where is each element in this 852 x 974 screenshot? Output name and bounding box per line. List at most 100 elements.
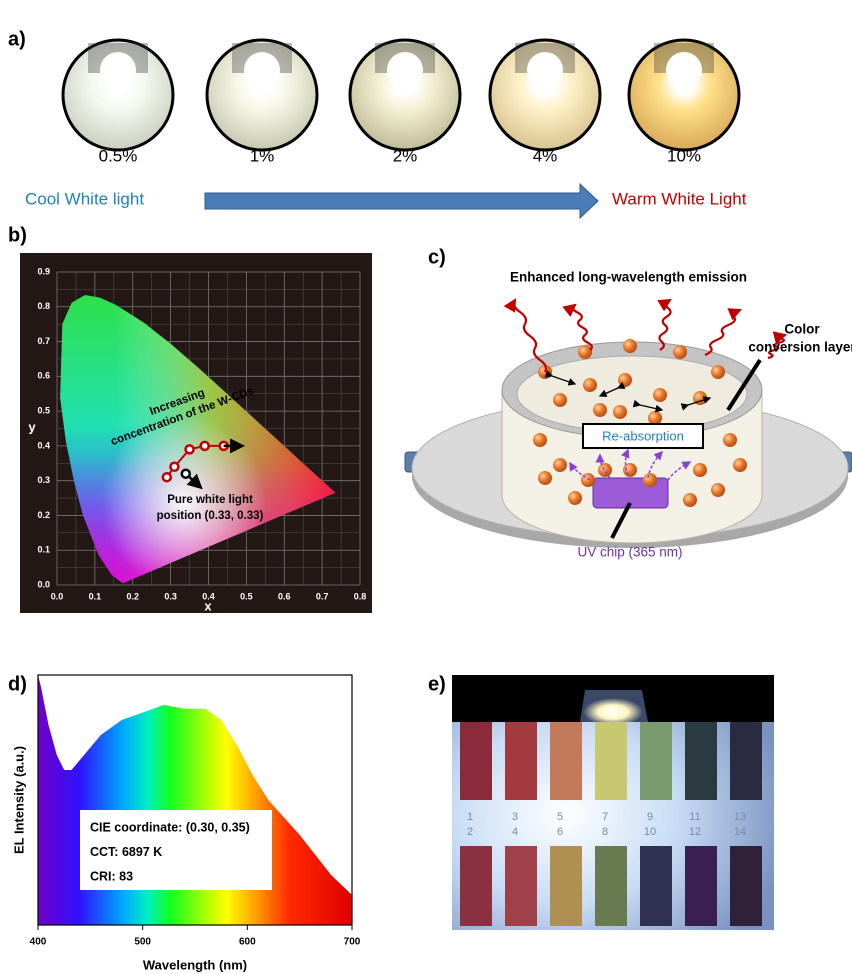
annotation: position (0.33, 0.33) bbox=[157, 510, 264, 522]
emission-ray bbox=[573, 305, 592, 350]
strip-number: 1 bbox=[467, 811, 473, 823]
x-tick-label: 0.8 bbox=[354, 591, 367, 601]
annotation: Pure white light bbox=[167, 494, 253, 506]
y-tick-label: 0.2 bbox=[37, 510, 50, 520]
particle bbox=[693, 463, 707, 477]
color-strip bbox=[640, 722, 672, 800]
y-tick-label: 0.6 bbox=[37, 371, 50, 381]
sample-label: 2% bbox=[393, 146, 418, 165]
strip-number: 4 bbox=[512, 826, 518, 838]
strip-number: 6 bbox=[557, 826, 563, 838]
particle bbox=[723, 433, 737, 447]
color-strip bbox=[730, 722, 762, 800]
y-tick-label: 0.9 bbox=[37, 266, 50, 276]
strip-number: 12 bbox=[689, 826, 701, 838]
chip-label: UV chip (365 nm) bbox=[577, 545, 682, 560]
lamp-glow bbox=[244, 52, 280, 88]
color-strip bbox=[685, 722, 717, 800]
y-tick-label: 0.3 bbox=[37, 475, 50, 485]
panel-label: a) bbox=[8, 28, 26, 50]
x-tick-label: 0.2 bbox=[126, 591, 139, 601]
color-strip bbox=[640, 846, 672, 926]
sample-point bbox=[170, 463, 178, 471]
particle bbox=[711, 365, 725, 379]
x-tick-label: 400 bbox=[30, 937, 47, 948]
y-tick-label: 0.7 bbox=[37, 336, 50, 346]
particle bbox=[623, 339, 637, 353]
y-tick-label: 0.8 bbox=[37, 301, 50, 311]
x-tick-label: 0.5 bbox=[240, 591, 253, 601]
x-axis-title: x bbox=[204, 598, 212, 613]
y-tick-label: 0.5 bbox=[37, 405, 50, 415]
particle bbox=[613, 405, 627, 419]
strip-number: 5 bbox=[557, 811, 563, 823]
particle bbox=[553, 393, 567, 407]
lamp-glow bbox=[100, 52, 136, 88]
color-strip bbox=[595, 722, 627, 800]
lamp-glow bbox=[527, 52, 563, 88]
sample-label: 10% bbox=[667, 146, 701, 165]
color-strip bbox=[550, 722, 582, 800]
strip-number: 2 bbox=[467, 826, 473, 838]
particle bbox=[733, 458, 747, 472]
sample-point bbox=[163, 473, 171, 481]
panel-label: b) bbox=[8, 224, 27, 246]
strip-number: 9 bbox=[647, 811, 653, 823]
layer-label: conversion layer bbox=[748, 340, 852, 355]
particle bbox=[618, 373, 632, 387]
cup-inner bbox=[517, 356, 747, 432]
color-strip bbox=[505, 846, 537, 926]
x-tick-label: 500 bbox=[134, 937, 151, 948]
color-strip bbox=[550, 846, 582, 926]
x-tick-label: 700 bbox=[344, 937, 361, 948]
particle bbox=[578, 345, 592, 359]
panel-label: c) bbox=[428, 246, 446, 268]
x-tick-label: 600 bbox=[239, 937, 256, 948]
color-strip bbox=[595, 846, 627, 926]
lamp-glow bbox=[666, 52, 702, 88]
particle bbox=[643, 473, 657, 487]
lamp-light bbox=[583, 698, 643, 726]
x-tick-label: 0.7 bbox=[316, 591, 329, 601]
emission-ray bbox=[659, 300, 670, 350]
figure: a) 0.5% 1% 2% 4% 10% Cool White light Warm Whit… bbox=[0, 0, 852, 974]
color-strip bbox=[460, 722, 492, 800]
particle bbox=[598, 463, 612, 477]
emission-label: Enhanced long-wavelength emission bbox=[510, 270, 747, 285]
y-tick-label: 0.4 bbox=[37, 440, 50, 450]
warm-label: Warm White Light bbox=[612, 189, 747, 208]
sample-label: 0.5% bbox=[99, 146, 138, 165]
x-tick-label: 0.1 bbox=[89, 591, 102, 601]
panel-label: d) bbox=[8, 673, 27, 695]
color-strip bbox=[685, 846, 717, 926]
cool-label: Cool White light bbox=[25, 189, 144, 208]
strip-number: 7 bbox=[602, 811, 608, 823]
particle bbox=[648, 411, 662, 425]
color-strip bbox=[730, 846, 762, 926]
white-point bbox=[182, 470, 190, 478]
y-tick-label: 0.1 bbox=[37, 545, 50, 555]
x-tick-label: 0.3 bbox=[164, 591, 177, 601]
layer-label: Color bbox=[784, 322, 820, 337]
color-strip bbox=[505, 722, 537, 800]
sample-point bbox=[201, 442, 209, 450]
panel-label: e) bbox=[428, 673, 446, 695]
emission-ray bbox=[705, 310, 740, 355]
particle bbox=[568, 491, 582, 505]
particle bbox=[583, 378, 597, 392]
strip-number: 10 bbox=[644, 826, 656, 838]
particle bbox=[711, 483, 725, 497]
particle bbox=[553, 458, 567, 472]
info-line: CIE coordinate: (0.30, 0.35) bbox=[90, 820, 250, 834]
info-line: CCT: 6897 K bbox=[90, 845, 162, 859]
reabsorption-label: Re-absorption bbox=[602, 428, 684, 443]
x-tick-label: 0.0 bbox=[51, 591, 64, 601]
sample-label: 4% bbox=[533, 146, 558, 165]
x-tick-label: 0.6 bbox=[278, 591, 291, 601]
sample-label: 1% bbox=[250, 146, 275, 165]
strip-number: 14 bbox=[734, 826, 746, 838]
particle bbox=[593, 403, 607, 417]
y-axis-title: y bbox=[28, 419, 36, 434]
strip-number: 8 bbox=[602, 826, 608, 838]
strip-number: 13 bbox=[734, 811, 746, 823]
